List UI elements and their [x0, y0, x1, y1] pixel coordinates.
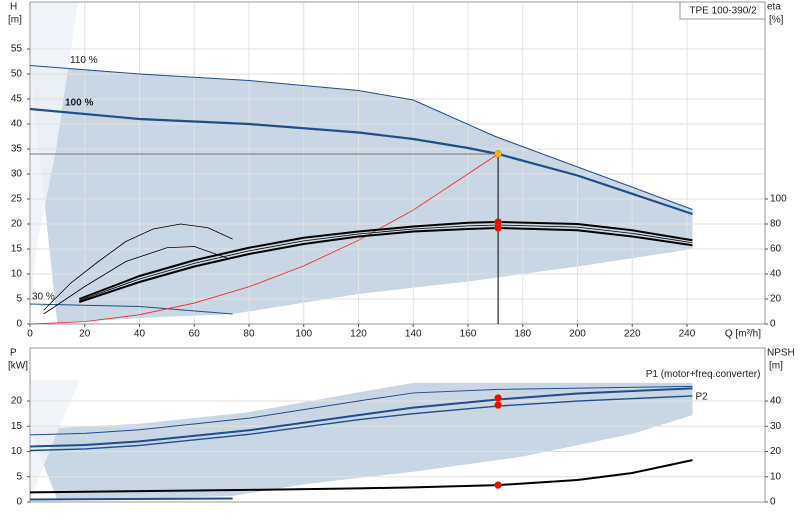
y-axis-unit: [kW]: [8, 361, 28, 372]
curve: [29, 497, 233, 501]
curve: [79, 224, 693, 301]
y2-tick-label: 20: [770, 446, 782, 457]
curve: [43, 246, 230, 315]
y-tick-label: 5: [16, 471, 22, 482]
y-tick-label: 0: [16, 497, 22, 508]
curve-label: 110 %: [70, 55, 98, 66]
y-tick-label: 15: [11, 421, 23, 432]
y-tick-label: 35: [11, 144, 23, 155]
y-tick-label: 20: [11, 219, 23, 230]
x-axis-label: Q [m³/h]: [725, 329, 761, 340]
operating-point: [494, 394, 502, 402]
operating-point: [494, 481, 502, 489]
y-tick-label: 30: [11, 169, 23, 180]
y-tick-label: 50: [11, 69, 23, 80]
x-tick-label: 80: [243, 329, 255, 340]
y2-tick-label: 100: [770, 194, 787, 205]
x-tick-label: 160: [460, 329, 477, 340]
curve: [29, 385, 693, 436]
operating-point: [494, 224, 502, 232]
y2-tick-label: 40: [770, 269, 782, 280]
x-tick-label: 0: [27, 329, 33, 340]
y2-axis-unit: [%]: [769, 15, 784, 26]
title-box: [679, 1, 766, 20]
envelope-light-region: [30, 380, 80, 502]
y2-tick-label: 20: [770, 294, 782, 305]
y-axis-unit: [m]: [8, 15, 22, 26]
y-tick-label: 20: [11, 396, 23, 407]
y-tick-label: 25: [11, 194, 23, 205]
x-tick-label: 60: [189, 329, 201, 340]
y-tick-label: 10: [11, 269, 23, 280]
y2-tick-label: 60: [770, 244, 782, 255]
y-tick-label: 40: [11, 119, 23, 130]
curve: [29, 459, 693, 494]
curve: [29, 107, 693, 216]
curve: [29, 153, 499, 325]
y2-tick-label: 0: [770, 497, 776, 508]
envelope-light-region: [30, 3, 78, 324]
y-tick-label: 55: [11, 44, 23, 55]
y2-axis-label: NPSH: [767, 348, 795, 359]
x-tick-label: 240: [679, 329, 696, 340]
chart-title: TPE 100-390/2: [689, 6, 757, 17]
x-tick-label: 200: [569, 329, 586, 340]
x-tick-label: 20: [79, 329, 91, 340]
y-tick-label: 15: [11, 244, 23, 255]
curve: [29, 387, 693, 448]
curve: [43, 223, 233, 311]
plot-frame: [29, 1, 766, 325]
y2-tick-label: 40: [770, 396, 782, 407]
y2-tick-label: 0: [770, 319, 776, 330]
y-tick-label: 45: [11, 94, 23, 105]
curve-label: P1 (motor+freq.converter): [646, 369, 761, 380]
curve: [78, 226, 693, 303]
y2-tick-label: 10: [770, 471, 782, 482]
curve: [78, 220, 693, 300]
x-tick-label: 180: [514, 329, 531, 340]
y2-tick-label: 80: [770, 219, 782, 230]
x-tick-label: 100: [295, 329, 312, 340]
x-tick-label: 120: [350, 329, 367, 340]
y2-tick-label: 30: [770, 421, 782, 432]
x-tick-label: 140: [405, 329, 422, 340]
curve: [29, 395, 693, 452]
x-tick-label: 220: [624, 329, 641, 340]
y-axis-label: H: [10, 2, 17, 13]
operating-point: [494, 401, 502, 409]
curve-label: 30 %: [32, 292, 55, 303]
operating-point: [494, 150, 502, 158]
y2-axis-unit: [m]: [769, 361, 783, 372]
curve: [29, 303, 233, 315]
y-tick-label: 0: [16, 319, 22, 330]
curve-label: 100 %: [65, 98, 93, 109]
curve-label: P2: [695, 392, 708, 403]
y-axis-label: P: [10, 348, 17, 359]
y-tick-label: 10: [11, 446, 23, 457]
y-tick-label: 5: [16, 294, 22, 305]
curve: [29, 65, 693, 210]
operating-envelope: [30, 382, 693, 500]
y2-axis-label: eta: [767, 2, 781, 13]
plot-frame: [29, 347, 766, 503]
x-tick-label: 40: [134, 329, 146, 340]
